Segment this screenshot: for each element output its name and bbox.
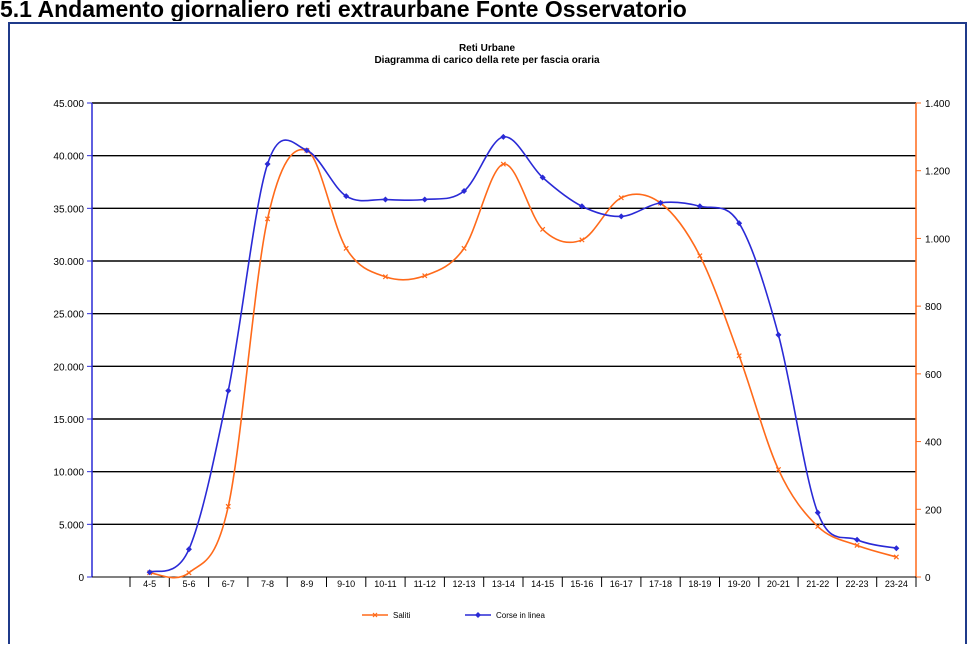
axes: 0 5.000 10.000 15.000 20.000 25.000 30.000 35.0… (53, 99, 950, 589)
data-point (500, 133, 507, 140)
legend-marker (475, 612, 481, 618)
data-point (854, 542, 860, 549)
data-point (540, 226, 546, 233)
data-point (146, 569, 153, 576)
left-tick-label: 15.000 (53, 415, 84, 426)
data-point (382, 274, 389, 280)
data-point (382, 196, 389, 203)
category-label: 7-8 (261, 579, 274, 589)
data-point (343, 193, 350, 200)
right-tick-label: 400 (925, 438, 942, 449)
data-point (461, 188, 468, 195)
page-heading: 5.1 Andamento giornaliero reti extraurba… (0, 0, 687, 21)
data-point (225, 503, 231, 510)
category-label: 20-21 (767, 579, 790, 589)
data-point (854, 536, 861, 543)
category-label: 8-9 (300, 579, 313, 589)
left-tick-label: 25.000 (53, 310, 84, 321)
data-point (500, 161, 506, 167)
category-label: 4-5 (143, 579, 156, 589)
data-point (421, 196, 428, 203)
data-point (893, 554, 899, 560)
category-label: 21-22 (806, 579, 829, 589)
category-label: 19-20 (728, 579, 751, 589)
data-point (343, 245, 349, 251)
legend-label: Corse in linea (496, 611, 545, 620)
left-tick-label: 30.000 (53, 257, 84, 268)
data-point (815, 523, 821, 530)
category-label: 23-24 (885, 579, 908, 589)
left-tick-label: 20.000 (53, 362, 84, 373)
chart-title: Reti Urbane (459, 43, 516, 54)
left-tick-label: 10.000 (53, 468, 84, 479)
series-lines (146, 133, 900, 579)
category-label: 5-6 (182, 579, 195, 589)
left-tick-label: 35.000 (53, 204, 84, 215)
data-point (736, 353, 742, 359)
data-point (578, 203, 585, 210)
left-tick-label: 45.000 (53, 99, 84, 110)
right-tick-label: 1.000 (925, 234, 950, 245)
data-point (775, 466, 782, 473)
data-point (461, 245, 467, 251)
category-label: 22-23 (846, 579, 869, 589)
data-point (814, 509, 821, 516)
category-label: 18-19 (688, 579, 711, 589)
left-tick-label: 5.000 (59, 520, 84, 531)
data-point (422, 273, 428, 279)
legend: Saliti Corse in linea (362, 611, 545, 620)
data-point (185, 546, 192, 553)
category-label: 11-12 (414, 579, 436, 589)
category-label: 16-17 (610, 579, 633, 589)
right-tick-label: 600 (925, 370, 942, 381)
category-label: 15-16 (570, 579, 593, 589)
category-label: 13-14 (492, 579, 515, 589)
data-point (225, 387, 232, 394)
category-label: 14-15 (531, 579, 554, 589)
left-tick-label: 40.000 (53, 152, 84, 163)
gridlines (92, 102, 916, 526)
load-diagram-chart: Reti Urbane Diagramma di carico della re… (53, 43, 950, 620)
category-label: 17-18 (649, 579, 672, 589)
series-line-2 (149, 136, 897, 574)
legend-label: Saliti (393, 611, 411, 620)
data-point (303, 147, 310, 154)
data-point (579, 237, 585, 243)
data-point (539, 174, 546, 181)
right-tick-label: 800 (925, 302, 942, 313)
data-point (697, 253, 703, 259)
data-point (618, 213, 625, 220)
data-point (264, 160, 271, 167)
left-tick-label: 0 (78, 573, 84, 584)
data-point (186, 570, 192, 576)
right-tick-label: 0 (925, 573, 931, 584)
legend-marker (372, 612, 378, 618)
chart-frame: Reti Urbane Diagramma di carico della re… (8, 22, 967, 644)
category-label: 10-11 (374, 579, 396, 589)
data-point (736, 220, 743, 227)
data-point (893, 545, 900, 552)
category-label: 9-10 (337, 579, 355, 589)
data-point (618, 195, 624, 201)
category-label: 6-7 (222, 579, 235, 589)
data-point (696, 203, 703, 210)
right-tick-label: 200 (925, 505, 942, 516)
right-tick-label: 1.200 (925, 167, 950, 178)
right-tick-label: 1.400 (925, 99, 950, 110)
data-point (657, 199, 664, 206)
category-label: 12-13 (453, 579, 476, 589)
data-point (264, 216, 271, 222)
data-point (775, 331, 782, 338)
chart-subtitle: Diagramma di carico della rete per fasci… (374, 55, 600, 66)
